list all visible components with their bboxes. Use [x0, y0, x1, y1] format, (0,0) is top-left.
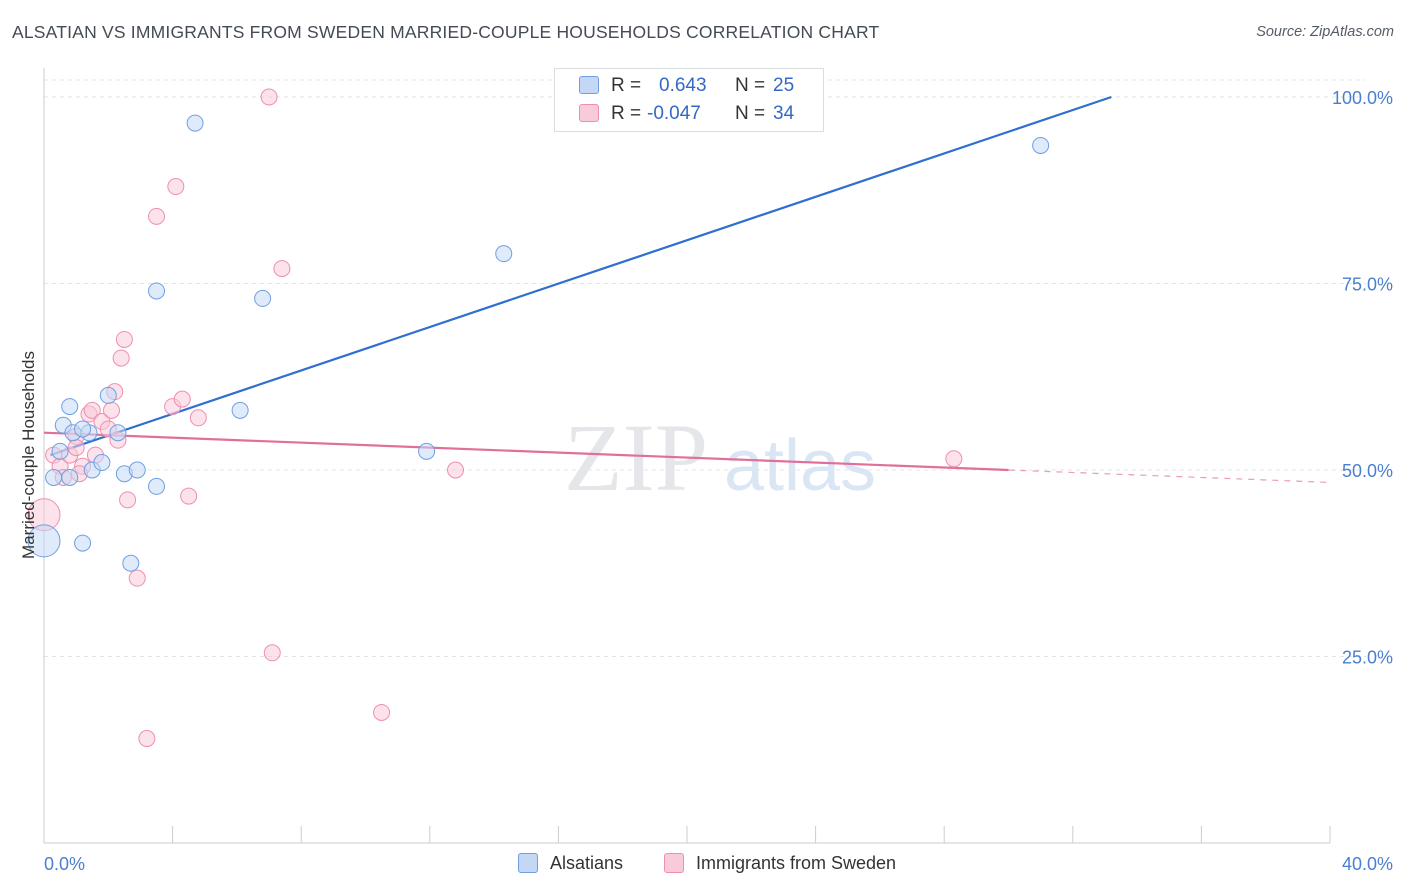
- y-tick-label: 100.0%: [1332, 88, 1393, 108]
- alsatian-point: [74, 420, 92, 438]
- x-tick-label: 0.0%: [44, 854, 85, 874]
- y-tick-label: 25.0%: [1342, 648, 1393, 668]
- legend-r-value: 0.643: [659, 75, 707, 96]
- bottom-swatch-sweden: [664, 853, 684, 873]
- sweden-point: [112, 349, 130, 367]
- y-tick-label: 50.0%: [1342, 461, 1393, 481]
- sweden-point: [67, 439, 85, 457]
- legend-n-label: N =: [735, 103, 766, 124]
- sweden-point: [180, 487, 198, 505]
- bottom-label-sweden: Immigrants from Sweden: [696, 853, 897, 873]
- sweden-point: [260, 88, 278, 106]
- y-tick-label: 75.0%: [1342, 275, 1393, 295]
- sweden-point: [115, 330, 133, 348]
- sweden-point: [128, 569, 146, 587]
- sweden-point: [103, 401, 121, 419]
- alsatian-point: [93, 454, 111, 472]
- sweden-point: [447, 461, 465, 479]
- sweden-point: [263, 644, 281, 662]
- sweden-point: [148, 207, 166, 225]
- alsatian-point: [51, 442, 69, 460]
- bottom-swatch-alsatians: [518, 853, 538, 873]
- alsatian-point: [27, 524, 61, 558]
- alsatian-point: [61, 398, 79, 416]
- chart-title: ALSATIAN VS IMMIGRANTS FROM SWEDEN MARRI…: [12, 22, 880, 42]
- sweden-point: [138, 730, 156, 748]
- y-axis-title: Married-couple Households: [19, 351, 38, 559]
- sweden-point: [273, 260, 291, 278]
- alsatian-point: [418, 442, 436, 460]
- data-points: [27, 88, 1050, 748]
- sweden-point: [83, 401, 101, 419]
- alsatian-point: [1032, 136, 1050, 154]
- alsatian-point: [109, 424, 127, 442]
- legend-swatch-alsatians: [579, 76, 599, 94]
- alsatian-point: [231, 401, 249, 419]
- source-label: Source: ZipAtlas.com: [1256, 24, 1394, 40]
- x-tick-label: 40.0%: [1342, 854, 1393, 874]
- alsatian-point: [148, 282, 166, 300]
- alsatian-point: [122, 554, 140, 572]
- alsatian-point: [45, 468, 63, 486]
- sweden-point: [945, 450, 963, 468]
- sweden-trend-extension: [1008, 469, 1331, 484]
- legend-r-label: R =: [611, 103, 642, 124]
- watermark: ZIP atlas: [564, 404, 876, 511]
- axes: [43, 68, 1331, 844]
- legend-n-value: 25: [773, 75, 795, 96]
- alsatian-point: [128, 461, 146, 479]
- legend-r-value: -0.047: [647, 103, 701, 124]
- sweden-point: [189, 409, 207, 427]
- stats-legend: R = 0.643 N = 25 R = -0.047 N = 34: [554, 68, 824, 132]
- sweden-trend-line: [43, 431, 1009, 472]
- alsatian-point: [74, 534, 92, 552]
- bottom-label-alsatians: Alsatians: [550, 853, 624, 873]
- legend-swatch-sweden: [579, 104, 599, 122]
- trend-lines: [43, 95, 1331, 484]
- alsatian-point: [254, 289, 272, 307]
- alsatian-point: [99, 386, 117, 404]
- gridlines: [44, 79, 1366, 657]
- sweden-point: [173, 390, 191, 408]
- alsatian-point: [495, 245, 513, 263]
- alsatian-point: [148, 477, 166, 495]
- legend-n-label: N =: [735, 75, 766, 96]
- sweden-point: [167, 178, 185, 196]
- legend-r-label: R =: [611, 75, 642, 96]
- alsatian-point: [61, 468, 79, 486]
- watermark-atlas: atlas: [724, 426, 876, 506]
- legend-row-alsatians: R = 0.643 N = 25: [555, 73, 823, 99]
- legend-n-value: 34: [773, 103, 795, 124]
- sweden-point: [373, 703, 391, 721]
- alsatian-point: [186, 114, 204, 132]
- sweden-point: [119, 491, 137, 509]
- axis-labels: 25.0% 50.0% 75.0% 100.0% 0.0% 40.0% Married-co…: [19, 88, 1393, 874]
- alsatian-trend-line: [50, 95, 1112, 457]
- legend-row-sweden: R = -0.047 N = 34: [555, 101, 823, 127]
